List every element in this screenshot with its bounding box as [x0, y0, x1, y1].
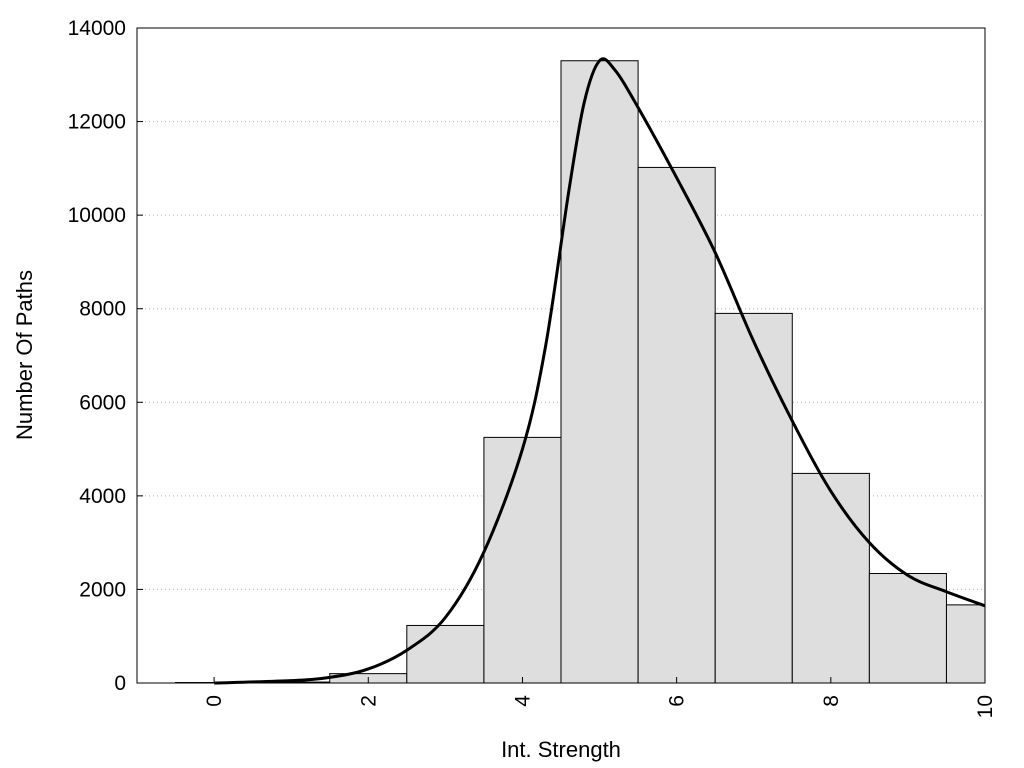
- y-axis-title: Number Of Paths: [12, 270, 37, 440]
- x-tick-label-5: 10: [974, 695, 997, 718]
- x-axis-title: Int. Strength: [501, 737, 621, 762]
- bar-8: [791, 472, 870, 684]
- density-curve-layer: [214, 57, 986, 685]
- bar-6: [637, 166, 716, 684]
- y-tick-label-6: 12000: [68, 111, 126, 134]
- bar-7: [714, 312, 793, 684]
- y-tick-label-7: 14000: [68, 17, 126, 40]
- y-tick-label-0: 0: [114, 672, 126, 695]
- bar-5: [560, 60, 639, 684]
- x-tick-label-1: 2: [357, 695, 380, 707]
- bar-10: [945, 604, 986, 684]
- y-tick-label-4: 8000: [79, 298, 126, 321]
- bar-3: [406, 624, 485, 684]
- bar-9: [868, 573, 947, 684]
- y-tick-label-1: 2000: [79, 578, 126, 601]
- x-axis: 0 2 4 6 8 10: [203, 677, 997, 718]
- x-tick-label-2: 4: [511, 695, 534, 707]
- x-tick-label-0: 0: [203, 695, 226, 707]
- x-tick-label-4: 8: [820, 695, 843, 707]
- y-tick-label-3: 6000: [79, 391, 126, 414]
- plot-frame: [136, 27, 986, 684]
- y-axis: 0 2000 4000 6000 8000 10000 12000 14000: [68, 17, 143, 695]
- bar-4: [483, 436, 562, 684]
- bars: [175, 60, 986, 684]
- density-curve: [214, 57, 986, 685]
- x-tick-label-3: 6: [666, 695, 689, 707]
- y-tick-label-2: 4000: [79, 485, 126, 508]
- y-tick-label-5: 10000: [68, 204, 126, 227]
